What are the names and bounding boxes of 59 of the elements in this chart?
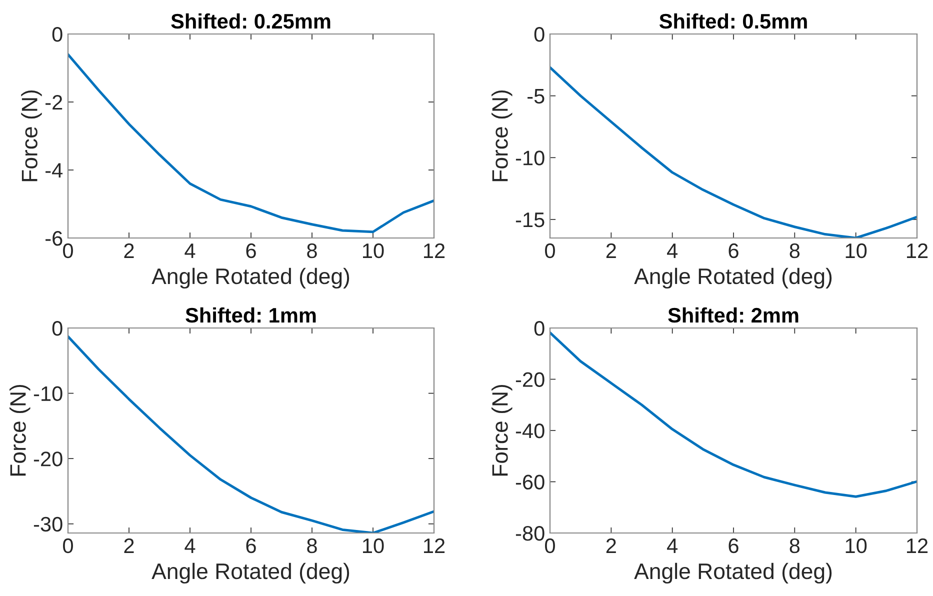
x-tick-label: 6 bbox=[728, 243, 738, 258]
y-tick-label: -5 bbox=[528, 89, 544, 104]
x-tick-label: 0 bbox=[63, 243, 73, 258]
x-tick-label: 2 bbox=[606, 538, 616, 553]
x-tick-label: 12 bbox=[907, 243, 928, 258]
x-tick-label: 12 bbox=[907, 538, 928, 553]
x-tick-label: 8 bbox=[307, 538, 317, 554]
y-tick-label: -40 bbox=[516, 424, 544, 438]
x-tick-label: 8 bbox=[307, 243, 317, 258]
x-tick-label: 6 bbox=[246, 538, 256, 554]
y-tick-label: 0 bbox=[52, 27, 62, 42]
y-tick-label: -2 bbox=[46, 95, 62, 110]
y-tick-label: -20 bbox=[34, 452, 62, 466]
y-axis-title: Force (N) bbox=[21, 90, 42, 182]
x-tick-label: 12 bbox=[424, 538, 445, 553]
y-tick-label: -80 bbox=[516, 526, 544, 541]
x-tick-label: 10 bbox=[363, 538, 384, 554]
x-tick-label: 8 bbox=[790, 243, 800, 258]
x-axis-title: Angle Rotated (deg) bbox=[152, 268, 350, 289]
x-tick-label: 0 bbox=[63, 538, 73, 554]
chart-title: Shifted: 0.25mm bbox=[171, 13, 330, 29]
x-tick-label: 8 bbox=[790, 538, 800, 554]
x-tick-label: 4 bbox=[184, 538, 196, 553]
chart-title: Shifted: 1mm bbox=[186, 307, 316, 323]
y-axis-title: Force (N) bbox=[10, 384, 30, 476]
x-tick-label: 0 bbox=[545, 538, 555, 554]
x-tick-label: 12 bbox=[424, 243, 445, 258]
line-series bbox=[68, 53, 434, 234]
x-tick-label: 6 bbox=[728, 538, 738, 554]
y-tick-label: 0 bbox=[534, 321, 544, 336]
y-tick-label: 0 bbox=[52, 321, 62, 336]
y-tick-label: -10 bbox=[34, 386, 62, 402]
y-tick-label: -20 bbox=[516, 372, 544, 388]
x-axis-title: Angle Rotated (deg) bbox=[634, 562, 832, 584]
chart-title: Shifted: 2mm bbox=[668, 307, 798, 323]
x-tick-label: 4 bbox=[667, 244, 678, 258]
x-tick-label: 4 bbox=[667, 538, 678, 553]
x-tick-label: 10 bbox=[846, 243, 867, 258]
x-tick-label: 10 bbox=[846, 538, 867, 554]
y-tick-label: -60 bbox=[516, 474, 544, 490]
y-tick-label: 0 bbox=[534, 27, 544, 42]
y-tick-label: -4 bbox=[46, 163, 63, 178]
y-axis-title: Force (N) bbox=[492, 90, 512, 182]
y-tick-label: -30 bbox=[34, 516, 62, 532]
x-tick-label: 2 bbox=[606, 243, 616, 258]
y-tick-label: -6 bbox=[46, 231, 62, 246]
x-tick-label: 2 bbox=[124, 243, 134, 258]
y-axis-title: Force (N) bbox=[492, 384, 512, 476]
x-tick-label: 0 bbox=[545, 243, 555, 258]
x-axis-title: Angle Rotated (deg) bbox=[634, 268, 832, 289]
x-axis-title: Angle Rotated (deg) bbox=[152, 562, 350, 584]
y-tick-label: -15 bbox=[516, 212, 544, 228]
x-tick-label: 2 bbox=[124, 538, 134, 553]
chart-title: Shifted: 0.5mm bbox=[659, 13, 807, 29]
line-series bbox=[550, 331, 917, 498]
y-tick-label: -10 bbox=[516, 150, 544, 166]
x-tick-label: 4 bbox=[184, 244, 196, 258]
x-tick-label: 10 bbox=[363, 243, 384, 258]
x-tick-label: 6 bbox=[246, 243, 256, 258]
